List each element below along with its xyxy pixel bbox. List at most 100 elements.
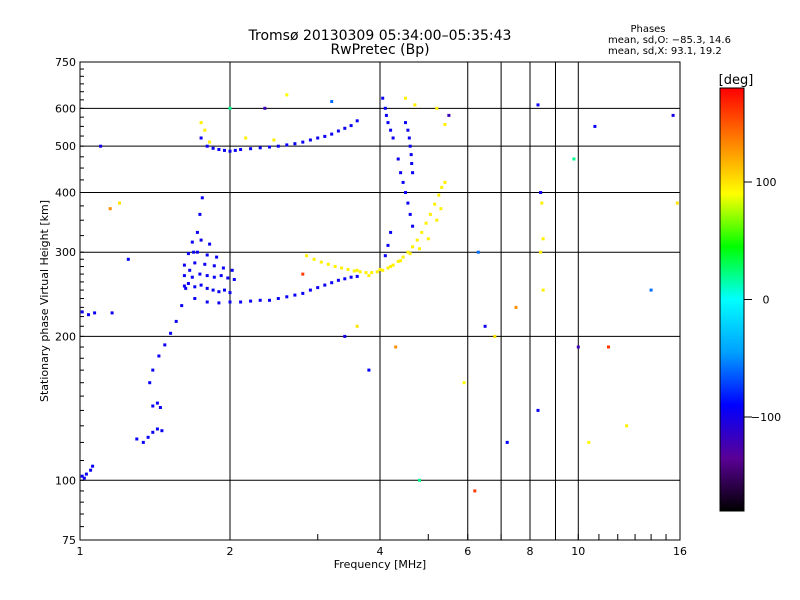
data-point <box>198 272 202 276</box>
series-x-mode-traces <box>199 96 629 428</box>
data-point <box>343 277 347 281</box>
data-point <box>193 261 197 265</box>
data-point <box>394 345 398 349</box>
data-point <box>411 245 415 249</box>
data-point <box>396 157 400 161</box>
data-point <box>428 212 432 216</box>
data-point <box>378 268 382 271</box>
x-tick-label: 1 <box>77 545 84 558</box>
data-point <box>258 146 262 150</box>
data-point <box>182 284 186 288</box>
data-point <box>439 207 443 211</box>
data-point <box>258 298 262 302</box>
data-point <box>435 106 439 110</box>
data-point <box>409 153 413 157</box>
x-axis-label: Frequency [MHz] <box>334 558 426 571</box>
data-point <box>249 299 253 303</box>
data-point <box>541 237 545 241</box>
data-point <box>541 288 545 292</box>
data-point <box>228 300 232 304</box>
data-point <box>219 274 223 278</box>
data-point <box>420 230 424 234</box>
data-point <box>226 276 230 280</box>
data-point <box>192 250 196 254</box>
data-point <box>190 275 194 279</box>
data-point <box>408 252 412 256</box>
data-point <box>462 381 466 385</box>
x-tick-labels: 1 2 4 6 8 10 16 <box>77 545 688 558</box>
data-point <box>406 128 410 132</box>
data-point <box>301 272 305 276</box>
data-point <box>146 435 150 439</box>
data-point <box>404 121 407 125</box>
data-point <box>203 262 207 266</box>
colorbar-scale <box>720 88 744 511</box>
y-tick-label: 750 <box>55 56 76 69</box>
data-point <box>160 429 164 433</box>
data-point <box>493 334 497 338</box>
data-point <box>536 103 540 107</box>
data-point <box>607 345 610 349</box>
data-point <box>391 136 395 140</box>
data-point <box>249 147 253 151</box>
data-point <box>221 266 225 270</box>
data-point <box>186 282 190 285</box>
data-point <box>316 136 320 140</box>
data-point <box>476 250 480 254</box>
data-point <box>308 138 312 142</box>
data-point <box>383 254 387 258</box>
data-point <box>198 212 202 216</box>
y-tick-labels: 75 100 200 300 400 500 600 750 <box>55 56 76 547</box>
data-point <box>336 278 340 282</box>
data-point <box>195 250 199 254</box>
data-point <box>381 268 385 272</box>
data-point <box>426 237 430 241</box>
data-point <box>323 283 327 287</box>
data-point <box>649 288 653 292</box>
info-line-o: mean, sd,O: −85.3, 14.6 <box>608 35 731 46</box>
data-point <box>411 171 415 175</box>
data-point <box>333 265 337 268</box>
x-tick-label: 6 <box>464 545 471 558</box>
data-point <box>91 464 95 468</box>
data-point <box>404 96 407 100</box>
data-point <box>330 281 334 285</box>
data-point <box>539 250 543 254</box>
y-tick-label: 200 <box>55 330 76 343</box>
data-point <box>349 275 353 279</box>
chart-title: Tromsø 20130309 05:34:00–05:35:43 <box>248 28 512 44</box>
data-point <box>193 297 197 300</box>
data-point <box>316 286 320 290</box>
data-point <box>407 136 411 140</box>
data-point <box>199 238 203 242</box>
data-point <box>383 106 387 110</box>
data-point <box>228 106 232 110</box>
data-point <box>182 263 186 267</box>
data-point <box>126 257 130 261</box>
data-point <box>440 185 444 189</box>
data-point <box>157 354 161 358</box>
series-o-mode-traces <box>80 96 597 480</box>
series-scattered-echoes <box>99 93 679 493</box>
y-axis-label: Stationary phase Virtual Height [km] <box>38 200 51 402</box>
data-point <box>285 143 289 147</box>
data-point <box>671 113 675 117</box>
data-point <box>396 259 400 263</box>
data-point <box>413 103 417 107</box>
data-point <box>193 285 197 289</box>
data-point <box>343 126 347 130</box>
data-point <box>401 180 405 184</box>
data-point <box>406 201 410 205</box>
data-point <box>110 311 114 315</box>
data-point <box>80 474 84 478</box>
data-point <box>89 468 93 472</box>
data-point <box>158 406 162 409</box>
data-point <box>424 221 428 225</box>
data-point <box>293 142 297 146</box>
x-tick-label: 2 <box>227 545 234 558</box>
data-point <box>195 230 199 234</box>
data-point <box>190 240 194 244</box>
data-point <box>293 293 297 297</box>
info-line-x: mean, sd,X: 93.1, 19.2 <box>608 46 722 57</box>
data-point <box>180 304 184 308</box>
